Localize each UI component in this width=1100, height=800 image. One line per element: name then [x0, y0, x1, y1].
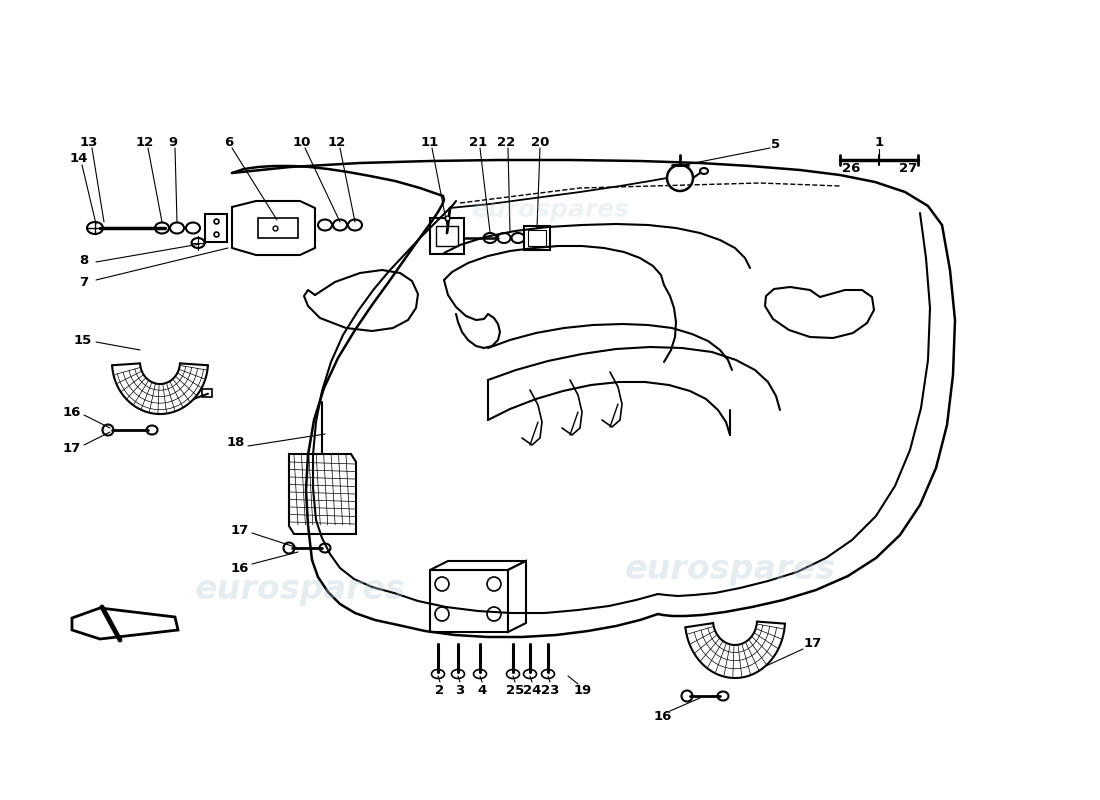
Text: 5: 5: [771, 138, 781, 151]
Bar: [436, 226, 458, 246]
Ellipse shape: [506, 670, 519, 678]
Text: 18: 18: [227, 437, 245, 450]
Text: 10: 10: [293, 137, 311, 150]
Text: 7: 7: [79, 275, 89, 289]
Ellipse shape: [497, 233, 510, 243]
Text: 15: 15: [74, 334, 92, 346]
Ellipse shape: [318, 219, 332, 230]
Text: eurospares: eurospares: [625, 554, 836, 586]
Bar: [258, 218, 298, 238]
Polygon shape: [430, 561, 526, 570]
Text: 13: 13: [80, 137, 98, 150]
Ellipse shape: [473, 670, 486, 678]
Text: 17: 17: [231, 523, 249, 537]
Polygon shape: [72, 608, 178, 639]
Text: 16: 16: [653, 710, 672, 722]
Text: 14: 14: [69, 153, 88, 166]
Ellipse shape: [155, 222, 169, 234]
Text: 12: 12: [136, 137, 154, 150]
Polygon shape: [508, 561, 526, 632]
Bar: [528, 230, 546, 246]
Circle shape: [682, 690, 693, 702]
Ellipse shape: [146, 426, 157, 434]
Text: 16: 16: [63, 406, 81, 418]
Ellipse shape: [319, 543, 330, 553]
Text: eurospares: eurospares: [471, 198, 629, 222]
Bar: [202, 389, 212, 397]
Bar: [524, 226, 550, 250]
Text: 1: 1: [874, 137, 883, 150]
Ellipse shape: [431, 670, 444, 678]
Ellipse shape: [348, 219, 362, 230]
Text: 17: 17: [63, 442, 81, 455]
Text: 22: 22: [497, 137, 515, 150]
Ellipse shape: [451, 670, 464, 678]
Ellipse shape: [524, 670, 537, 678]
Text: 26: 26: [842, 162, 860, 174]
Ellipse shape: [186, 222, 200, 234]
Circle shape: [284, 542, 295, 554]
Text: 17: 17: [804, 637, 822, 650]
Text: 9: 9: [168, 137, 177, 150]
Ellipse shape: [512, 233, 525, 243]
Text: 4: 4: [477, 683, 486, 697]
Ellipse shape: [87, 222, 103, 234]
Text: 21: 21: [469, 137, 487, 150]
Text: 25: 25: [506, 683, 524, 697]
Text: 6: 6: [224, 137, 233, 150]
Ellipse shape: [333, 219, 346, 230]
Polygon shape: [289, 454, 356, 534]
Text: 20: 20: [531, 137, 549, 150]
Text: 23: 23: [541, 683, 559, 697]
Ellipse shape: [191, 238, 205, 248]
Bar: [430, 570, 508, 632]
Ellipse shape: [541, 670, 554, 678]
Text: 19: 19: [574, 683, 592, 697]
Bar: [430, 218, 464, 254]
Text: 3: 3: [455, 683, 464, 697]
Text: eurospares: eurospares: [195, 574, 406, 606]
Circle shape: [102, 425, 113, 435]
Text: 16: 16: [231, 562, 250, 574]
Text: 2: 2: [436, 683, 444, 697]
Ellipse shape: [170, 222, 184, 234]
Bar: [205, 214, 227, 242]
Text: 27: 27: [899, 162, 917, 174]
Text: 11: 11: [421, 137, 439, 150]
Text: 24: 24: [522, 683, 541, 697]
Ellipse shape: [484, 233, 496, 243]
Text: 8: 8: [79, 254, 89, 266]
Text: 12: 12: [328, 137, 346, 150]
Ellipse shape: [717, 691, 728, 701]
